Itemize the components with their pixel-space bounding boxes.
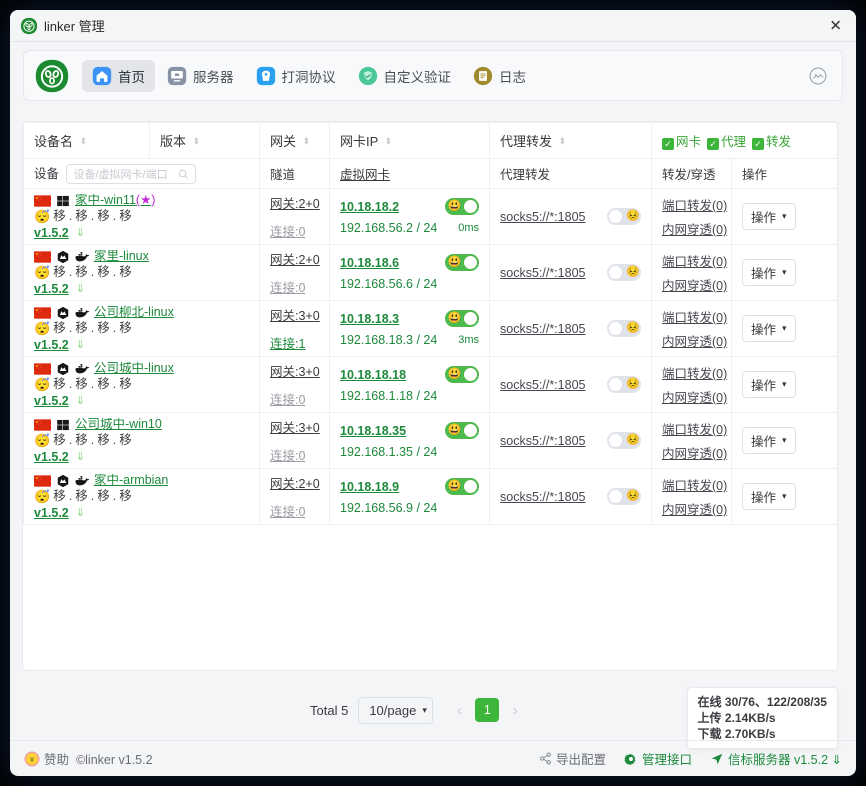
- svg-text:¥: ¥: [30, 755, 34, 764]
